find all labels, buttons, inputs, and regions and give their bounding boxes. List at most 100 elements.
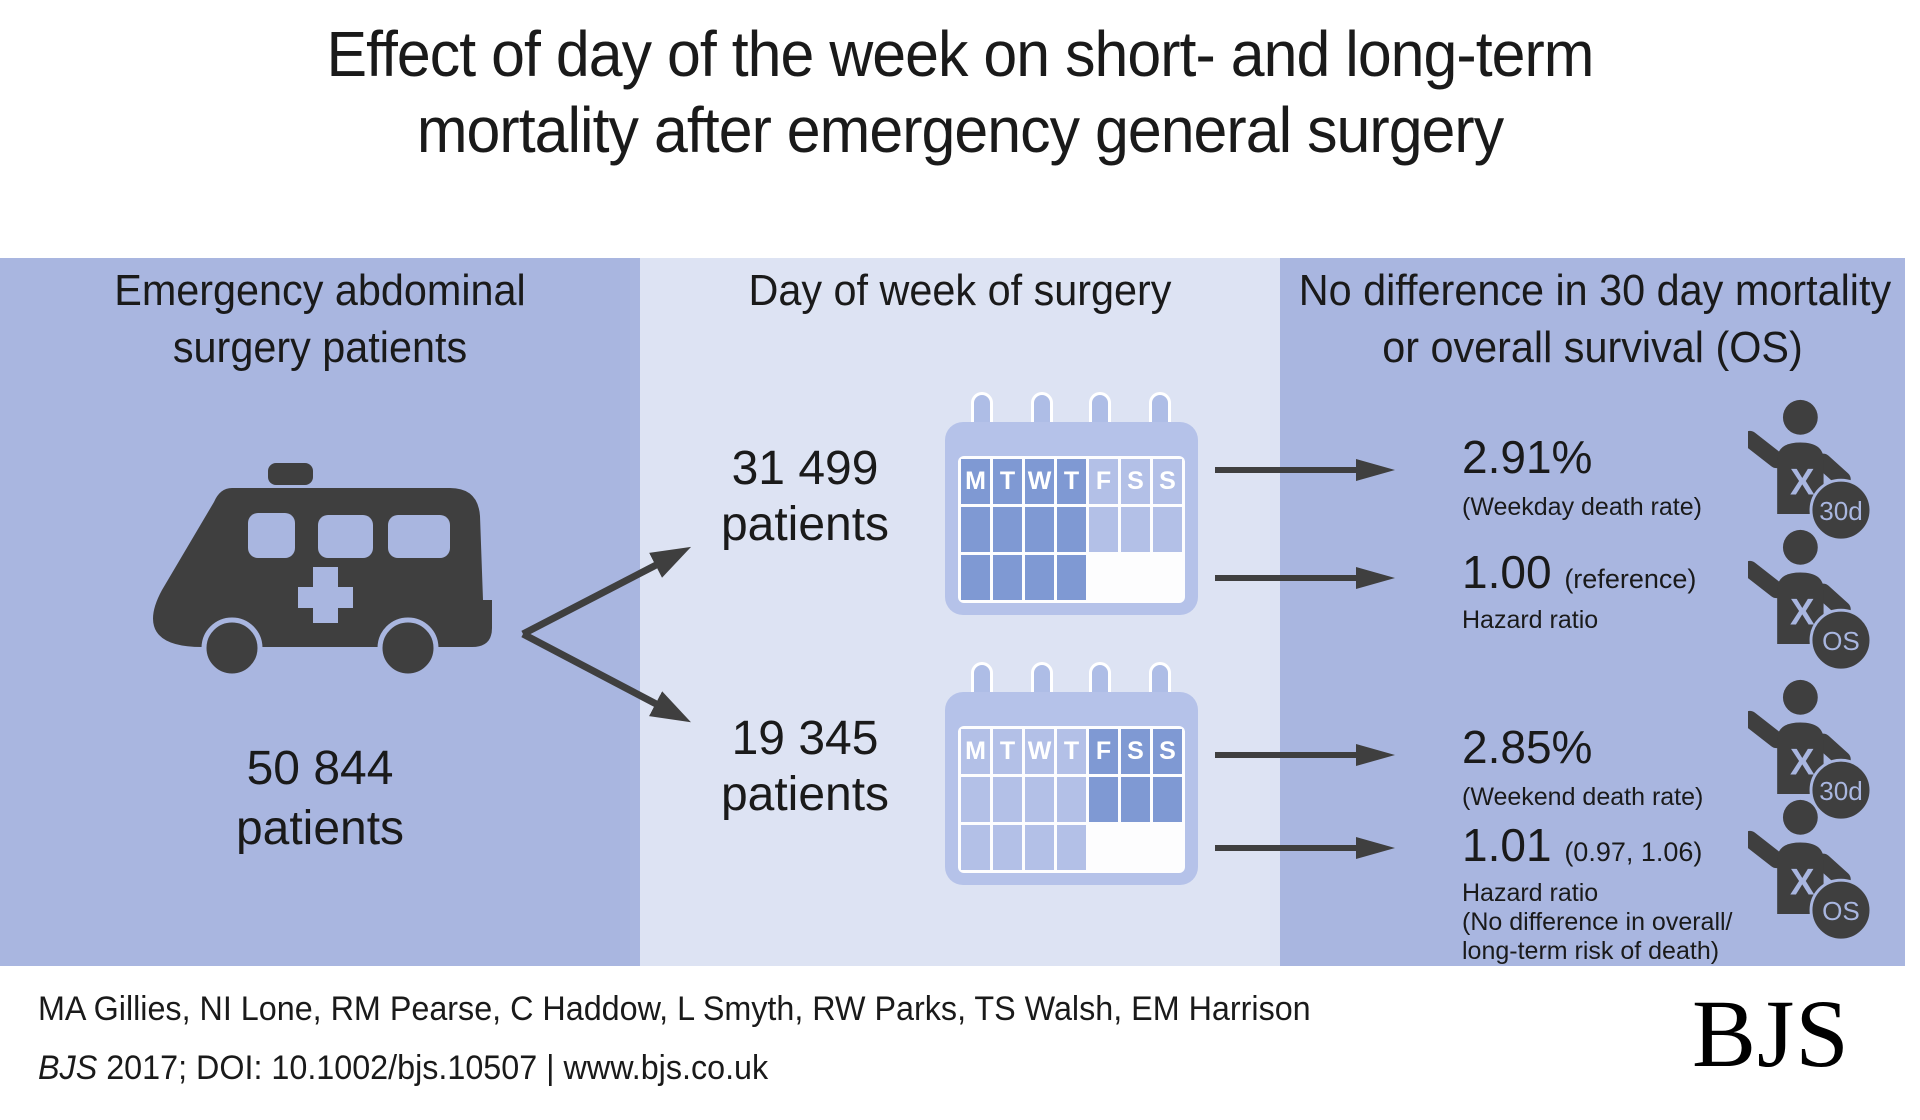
stat-weekday-death-rate: 2.91% (Weekday death rate) (1462, 430, 1762, 522)
badge-30d (1809, 478, 1873, 542)
calendar-day-cell (1121, 777, 1150, 822)
right-header-line-2: or overall survival (OS) (1382, 323, 1803, 372)
calendar-day-header: T (993, 459, 1022, 504)
calendar-day-header: M (961, 729, 990, 774)
weekday-death-rate-value: 2.91% (1462, 431, 1593, 483)
fork-arrows-icon (521, 546, 692, 723)
weekend-death-rate-value: 2.85% (1462, 721, 1593, 773)
ambulance-window-1 (248, 513, 295, 558)
calendar-day-header: S (1153, 729, 1182, 774)
weekday-hazard-value: 1.00 (1462, 546, 1552, 598)
calendar-day-cell (1153, 825, 1182, 870)
calendar-day-cell (1057, 507, 1086, 552)
calendar-day-header: F (1089, 459, 1118, 504)
authors-line: MA Gillies, NI Lone, RM Pearse, C Haddow… (38, 990, 1311, 1028)
stat-weekend-death-rate: 2.85% (Weekend death rate) (1462, 720, 1762, 812)
weekend-death-rate-label: (Weekend death rate) (1462, 783, 1704, 811)
badge-30d-label: 30d (1819, 776, 1863, 806)
calendar-day-cell (1025, 777, 1054, 822)
calendar-day-cell (1089, 825, 1118, 870)
calendar-day-cell (1089, 507, 1118, 552)
weekend-hazard-detail-2: long-term risk of death) (1462, 937, 1720, 965)
calendar-day-cell (993, 825, 1022, 870)
badge-os (1809, 878, 1873, 942)
ambulance-wheel-front (201, 617, 263, 679)
svg-text:X: X (1790, 742, 1815, 783)
calendar-day-cell (1121, 555, 1150, 600)
weekday-count-value: 31 499 (731, 442, 879, 495)
bjs-logo: BJS (1692, 980, 1850, 1087)
arrow-to-weekday-hazard-icon (1215, 567, 1395, 589)
ambulance-lightbar (268, 463, 313, 485)
middle-column-header: Day of week of surgery (748, 266, 1172, 315)
weekend-patient-count: 19 345 patients (640, 711, 970, 823)
calendar-day-cell (993, 555, 1022, 600)
calendar-day-cell (1089, 555, 1118, 600)
calendar-day-cell (1153, 507, 1182, 552)
weekday-count-label: patients (720, 498, 890, 551)
calendar-day-header: S (1121, 459, 1150, 504)
svg-text:X: X (1790, 592, 1815, 633)
calendar-day-header: S (1121, 729, 1150, 774)
calendar-day-cell (1025, 507, 1054, 552)
calendar-day-header: W (1025, 729, 1054, 774)
calendar-day-header: W (1025, 459, 1054, 504)
total-patient-count: 50 844 patients (160, 739, 480, 859)
calendar-day-cell (1153, 777, 1182, 822)
calendar-day-cell (961, 507, 990, 552)
ambulance-window-3 (388, 515, 450, 558)
citation-line: BJS 2017; DOI: 10.1002/bjs.10507 | www.b… (38, 1049, 768, 1088)
calendar-day-cell (1153, 555, 1182, 600)
right-header-line-1: No difference in 30 day mortality (1298, 266, 1892, 315)
arrow-to-weekday-rate-icon (1215, 459, 1395, 481)
calendar-day-cell (1121, 507, 1150, 552)
calendar-day-cell (961, 777, 990, 822)
stat-weekday-hazard-ratio: 1.00 (reference) Hazard ratio (1462, 545, 1762, 635)
calendar-day-header: F (1089, 729, 1118, 774)
calendar-day-cell (1121, 825, 1150, 870)
journal-name: BJS (38, 1049, 98, 1087)
weekend-hazard-note: (0.97, 1.06) (1564, 837, 1703, 867)
page-title: Effect of day of the week on short- and … (48, 16, 1872, 168)
left-header-line-2: surgery patients (172, 323, 468, 372)
calendar-day-cell (1057, 777, 1086, 822)
calendar-day-header: M (961, 459, 990, 504)
arrow-to-weekend-hazard-icon (1215, 837, 1395, 859)
weekend-hazard-value: 1.01 (1462, 819, 1552, 871)
calendar-day-cell (961, 825, 990, 870)
weekend-hazard-label: Hazard ratio (1462, 879, 1599, 907)
svg-text:X: X (1790, 862, 1815, 903)
badge-30d-label: 30d (1819, 496, 1863, 526)
weekend-count-label: patients (720, 768, 890, 821)
weekday-death-rate-label: (Weekday death rate) (1462, 493, 1702, 521)
ambulance-icon (153, 463, 492, 679)
svg-text:X: X (1790, 462, 1815, 503)
weekday-patient-count: 31 499 patients (640, 441, 970, 553)
ambulance-cross-icon (298, 567, 353, 623)
title-line-2: mortality after emergency general surger… (416, 94, 1504, 166)
citation-rest: 2017; DOI: 10.1002/bjs.10507 | www.bjs.c… (97, 1049, 769, 1087)
badge-os (1809, 608, 1873, 672)
calendar-day-cell (1057, 825, 1086, 870)
badge-os-label: OS (1822, 626, 1860, 656)
calendar-day-cell (1025, 825, 1054, 870)
weekend-count-value: 19 345 (731, 712, 879, 765)
weekday-hazard-label: Hazard ratio (1462, 606, 1599, 634)
stat-weekend-hazard-ratio: 1.01 (0.97, 1.06) Hazard ratio (No diffe… (1462, 818, 1762, 966)
total-count-value: 50 844 (246, 742, 394, 795)
calendar-day-header: T (993, 729, 1022, 774)
calendar-day-cell (1025, 555, 1054, 600)
left-column-header: Emergency abdominal surgery patients (19, 262, 621, 376)
arrow-to-weekend-rate-icon (1215, 744, 1395, 766)
title-line-1: Effect of day of the week on short- and … (326, 18, 1594, 90)
badge-os-label: OS (1822, 896, 1860, 926)
calendar-day-header: T (1057, 729, 1086, 774)
weekday-hazard-note: (reference) (1564, 564, 1697, 594)
patient-30day-icon-weekday: X 30d (1748, 399, 1873, 542)
